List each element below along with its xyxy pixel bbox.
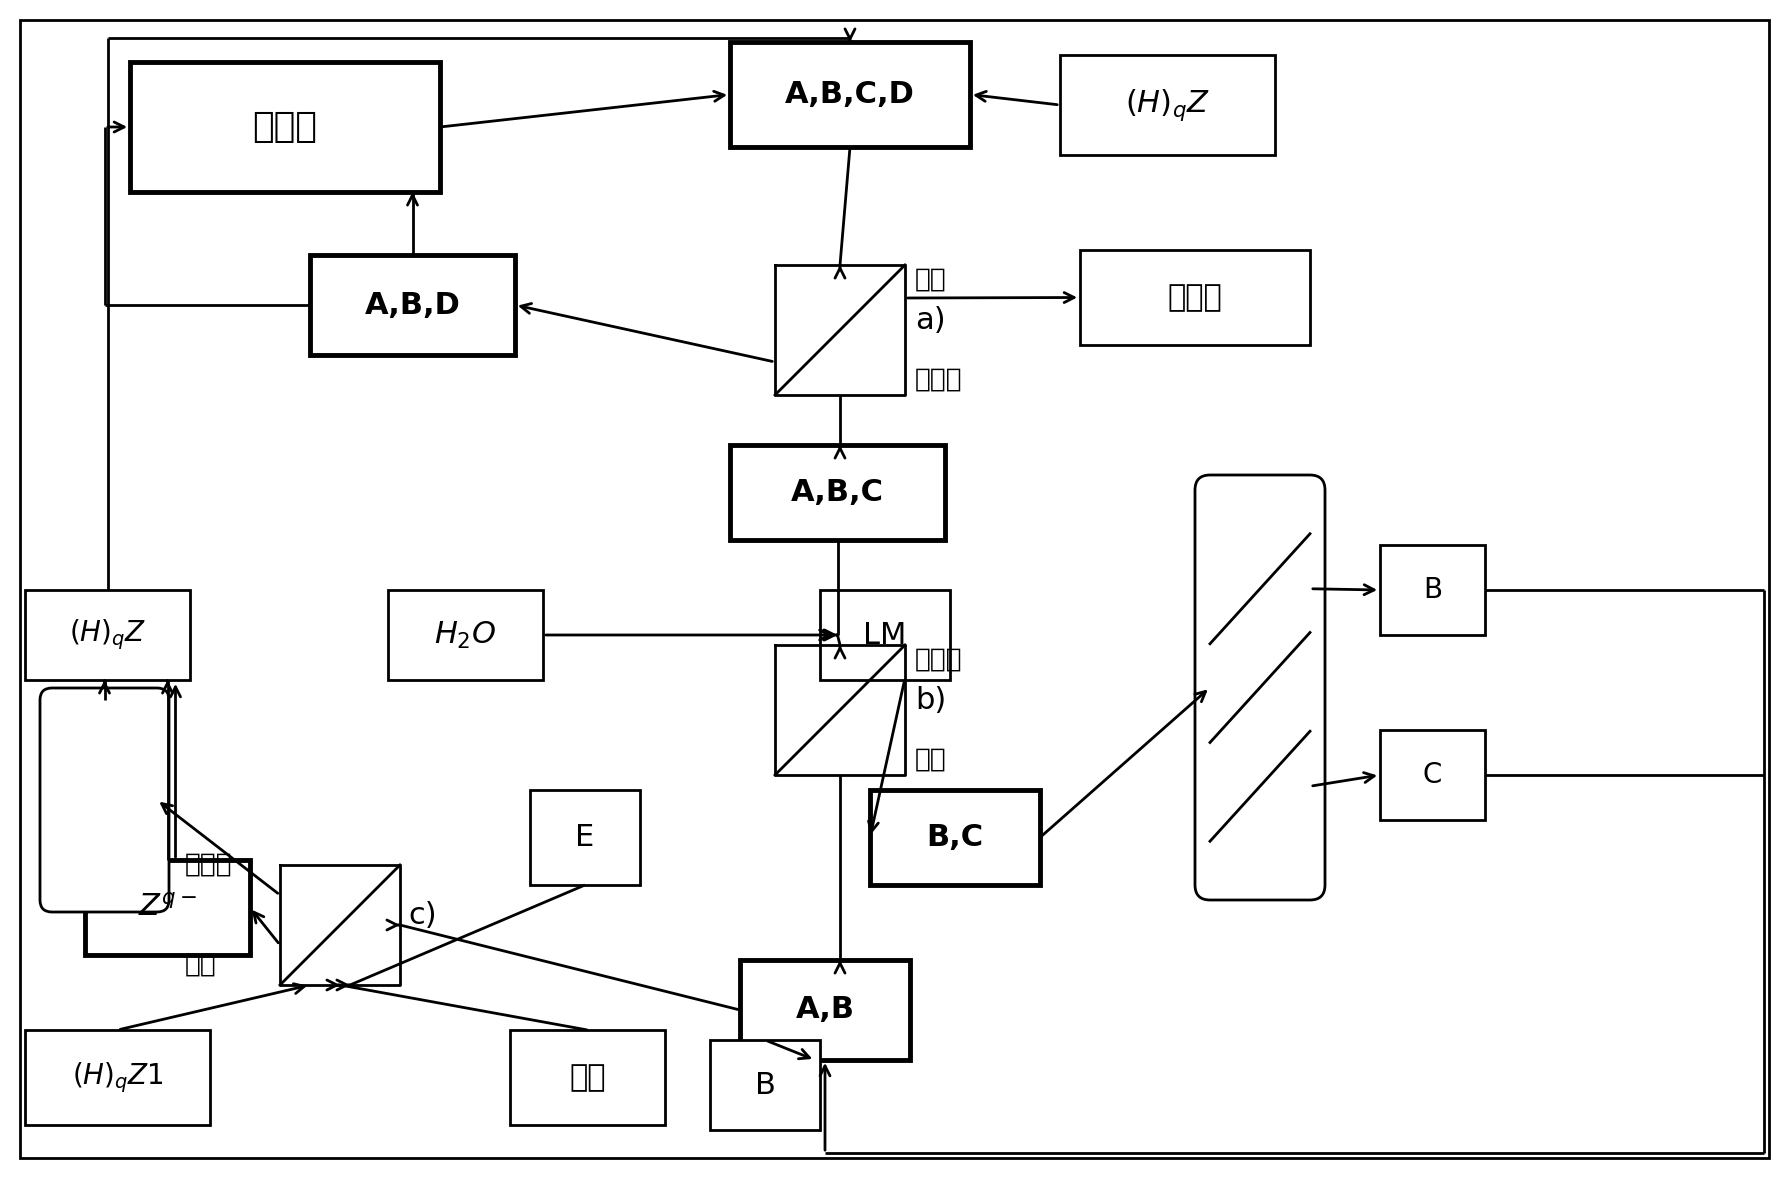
Bar xyxy=(510,1030,666,1125)
Bar xyxy=(1061,55,1276,155)
Text: A,B,C: A,B,C xyxy=(791,478,884,507)
Bar xyxy=(819,590,950,680)
Text: 水相: 水相 xyxy=(914,267,946,293)
Text: a): a) xyxy=(914,305,946,335)
Bar xyxy=(730,445,945,540)
Bar xyxy=(869,790,1039,885)
Text: $(H)_qZ1$: $(H)_qZ1$ xyxy=(72,1060,163,1094)
Bar xyxy=(131,62,440,192)
Bar xyxy=(730,42,970,147)
Bar xyxy=(388,590,544,680)
Text: B,C: B,C xyxy=(927,823,984,852)
Text: B: B xyxy=(755,1071,775,1099)
Bar xyxy=(25,1030,209,1125)
Text: c): c) xyxy=(408,900,437,929)
Bar xyxy=(309,254,515,355)
Text: $(H)_qZ$: $(H)_qZ$ xyxy=(68,617,147,653)
FancyBboxPatch shape xyxy=(39,688,168,912)
Text: $H_2O$: $H_2O$ xyxy=(435,620,497,650)
Bar xyxy=(530,790,640,885)
Text: b): b) xyxy=(914,686,946,715)
Text: 溶剂: 溶剂 xyxy=(569,1063,606,1092)
Bar xyxy=(1379,545,1485,635)
Text: E: E xyxy=(576,823,594,852)
Text: A,B,C,D: A,B,C,D xyxy=(785,80,914,110)
Text: 有机相: 有机相 xyxy=(914,647,962,673)
Text: A,B,D: A,B,D xyxy=(365,291,460,319)
Bar xyxy=(25,590,190,680)
Text: 金属盐: 金属盐 xyxy=(1168,283,1222,312)
Bar xyxy=(1379,730,1485,820)
Text: LM: LM xyxy=(864,621,907,649)
Text: 反应器: 反应器 xyxy=(252,110,317,144)
Bar xyxy=(86,860,250,955)
Text: $Z^{q-}$: $Z^{q-}$ xyxy=(138,893,197,922)
Bar xyxy=(1081,250,1310,345)
Text: $(H)_qZ$: $(H)_qZ$ xyxy=(1125,87,1209,123)
Text: 水相: 水相 xyxy=(914,747,946,773)
Text: 有机相: 有机相 xyxy=(184,852,233,878)
Text: A,B: A,B xyxy=(796,995,855,1025)
Bar xyxy=(710,1040,819,1130)
Text: C: C xyxy=(1422,761,1442,789)
Text: B: B xyxy=(1422,576,1442,604)
Text: 有机相: 有机相 xyxy=(914,368,962,393)
FancyBboxPatch shape xyxy=(1195,475,1326,900)
Text: 水相: 水相 xyxy=(184,952,216,978)
Bar xyxy=(741,960,911,1060)
